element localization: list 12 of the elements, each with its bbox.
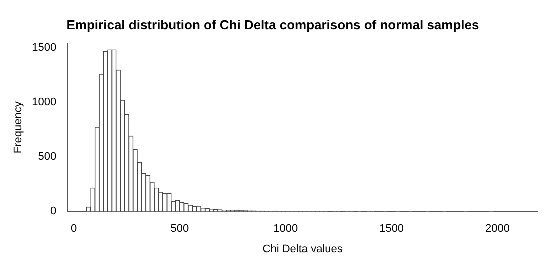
x-tick-label: 1500 (380, 223, 404, 236)
y-tick-label: 0 (50, 206, 57, 218)
x-tick-label: 1000 (274, 223, 298, 236)
x-axis-title: Chi Delta values (262, 243, 344, 256)
x-tick-label: 500 (170, 223, 190, 236)
x-tick-label: 2000 (486, 223, 510, 236)
y-tick-label: 1500 (32, 42, 57, 54)
y-tick-label: 1000 (32, 96, 57, 109)
x-tick-label: 0 (70, 223, 78, 236)
y-tick-label: 500 (38, 151, 57, 164)
chart-title: Empirical distribution of Chi Delta comparisons of normal samples (66, 17, 480, 32)
y-axis-title: Frequency (12, 101, 25, 154)
